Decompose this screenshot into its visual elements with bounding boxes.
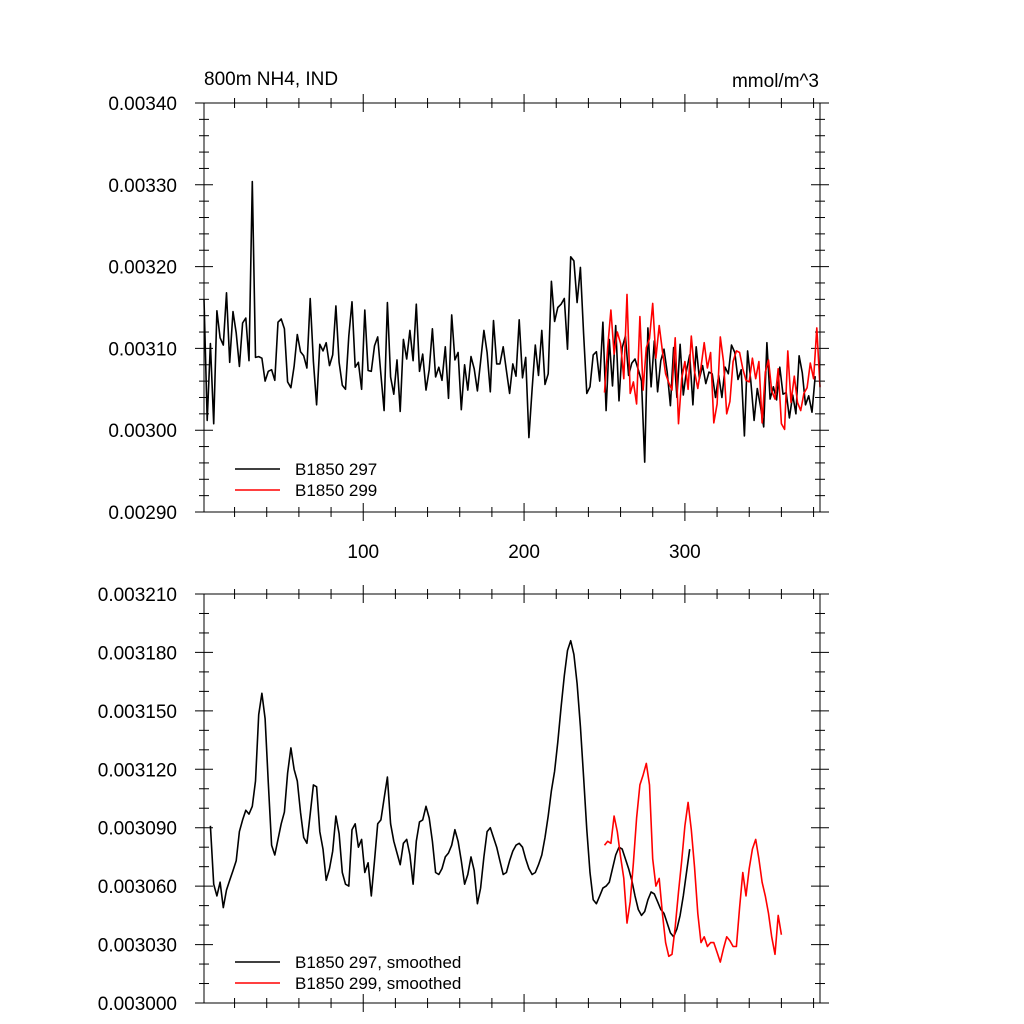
top-plot-frame <box>203 102 821 513</box>
series-line-1 <box>603 762 783 963</box>
legend-label-b1850-297: B1850 297 <box>295 460 377 479</box>
top-legend: B1850 297 B1850 299 <box>235 460 377 500</box>
top-x-tick-labels: 100 200 300 <box>347 542 700 563</box>
bottom-panel: 0.003000 0.003030 0.003060 0.003090 0.00… <box>98 585 829 1015</box>
bottom-y-tick-labels: 0.003000 0.003030 0.003060 0.003090 0.00… <box>98 585 177 1015</box>
bottom-y-tick-label: 0.003210 <box>98 585 177 606</box>
top-title-left: 800m NH4, IND <box>204 69 338 90</box>
bottom-legend: B1850 297, smoothed B1850 299, smoothed <box>235 953 461 993</box>
top-y-tick-label: 0.00300 <box>108 421 177 442</box>
top-axis-ticks <box>195 94 829 521</box>
series-line-1 <box>603 293 821 431</box>
top-y-tick-label: 0.00330 <box>108 176 177 197</box>
bottom-y-tick-label: 0.003060 <box>98 877 177 898</box>
legend-label-b1850-299-smoothed: B1850 299, smoothed <box>295 974 461 993</box>
top-x-tick-label: 200 <box>508 542 540 563</box>
legend-label-b1850-297-smoothed: B1850 297, smoothed <box>295 953 461 972</box>
bottom-y-tick-label: 0.003150 <box>98 702 177 723</box>
bottom-y-tick-label: 0.003030 <box>98 936 177 957</box>
top-y-tick-label: 0.00310 <box>108 339 177 360</box>
bottom-series-lines <box>209 639 783 963</box>
top-y-tick-label: 0.00290 <box>108 503 177 524</box>
bottom-y-tick-label: 0.003180 <box>98 643 177 664</box>
top-panel: 800m NH4, IND mmol/m^3 0.00290 0.00300 0… <box>108 69 829 563</box>
top-x-tick-label: 100 <box>347 542 379 563</box>
series-line-0 <box>203 180 816 463</box>
top-title-right: mmol/m^3 <box>732 71 819 92</box>
top-x-tick-label: 300 <box>669 542 701 563</box>
top-y-tick-label: 0.00320 <box>108 258 177 279</box>
top-y-tick-label: 0.00340 <box>108 94 177 115</box>
legend-label-b1850-299: B1850 299 <box>295 481 377 500</box>
top-y-tick-labels: 0.00290 0.00300 0.00310 0.00320 0.00330 … <box>108 94 177 524</box>
bottom-axis-ticks <box>195 585 829 1012</box>
bottom-y-tick-label: 0.003120 <box>98 760 177 781</box>
bottom-plot-frame <box>203 593 821 1004</box>
bottom-y-tick-label: 0.003000 <box>98 994 177 1015</box>
top-series-lines <box>203 180 821 463</box>
bottom-y-tick-label: 0.003090 <box>98 819 177 840</box>
series-line-0 <box>209 639 691 938</box>
